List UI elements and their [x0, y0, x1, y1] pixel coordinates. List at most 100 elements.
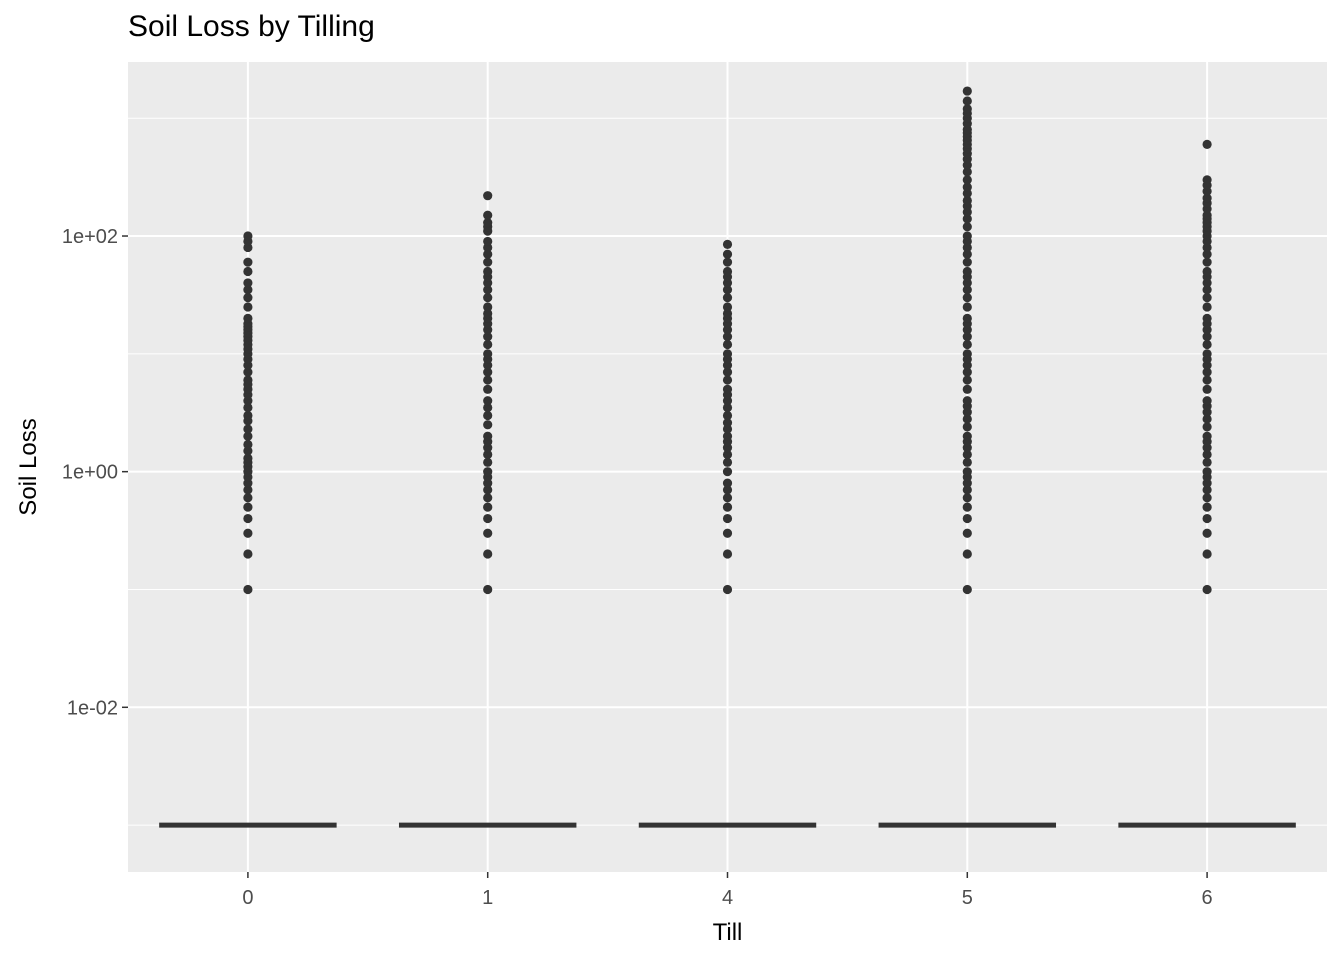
outlier-point: [722, 384, 733, 394]
y-tick-label: 1e-02: [67, 697, 118, 719]
outlier-point: [243, 493, 253, 503]
outlier-point: [722, 302, 733, 312]
outlier-point: [483, 396, 493, 406]
outlier-point: [962, 502, 972, 512]
outlier-point: [962, 414, 972, 424]
outlier-point: [243, 257, 253, 267]
outlier-point: [1202, 193, 1212, 203]
outlier-point: [722, 528, 733, 538]
outlier-point: [722, 584, 733, 595]
outlier-point: [483, 249, 493, 259]
outlier-point: [722, 332, 733, 342]
outlier-point: [243, 453, 253, 463]
outlier-point: [962, 485, 972, 495]
outlier-point: [483, 236, 493, 247]
outlier-point: [962, 493, 972, 503]
outlier-point: [243, 513, 253, 524]
y-axis: 1e-02 1e+00 1e+02: [62, 226, 128, 719]
outlier-point: [483, 457, 493, 467]
outlier-point: [483, 485, 493, 495]
outlier-point: [1202, 584, 1212, 595]
outlier-point: [722, 513, 733, 524]
outlier-point: [962, 167, 972, 177]
outlier-point: [1202, 449, 1212, 460]
outlier-point: [483, 431, 493, 441]
outlier-point: [483, 402, 493, 413]
outlier-point: [962, 367, 972, 377]
y-axis-title: Soil Loss: [15, 418, 42, 515]
outlier-point: [722, 249, 733, 259]
outlier-point: [483, 410, 493, 421]
outlier-point: [962, 249, 972, 259]
outlier-point: [1202, 313, 1212, 323]
outlier-point: [1202, 513, 1212, 524]
outlier-point: [722, 375, 733, 385]
outlier-point: [962, 549, 972, 559]
outlier-point: [1202, 210, 1212, 220]
outlier-point: [483, 549, 493, 559]
outlier-point: [962, 339, 972, 350]
chart-title: Soil Loss by Tilling: [128, 10, 375, 43]
outlier-point: [1202, 396, 1212, 406]
outlier-point: [1202, 175, 1212, 185]
outlier-point: [962, 222, 972, 232]
outlier-point: [722, 239, 733, 249]
outlier-point: [243, 293, 253, 303]
outlier-point: [483, 293, 493, 303]
outlier-point: [483, 302, 493, 312]
outlier-point: [483, 513, 493, 524]
outlier-point: [962, 396, 972, 406]
outlier-point: [483, 308, 493, 319]
outlier-point: [962, 195, 972, 206]
outlier-point: [962, 422, 972, 432]
outlier-point: [962, 349, 972, 359]
outlier-point: [722, 257, 733, 267]
outlier-point: [243, 439, 253, 450]
outlier-point: [722, 293, 733, 303]
outlier-point: [243, 302, 253, 312]
outlier-point: [1202, 332, 1212, 342]
outlier-point: [483, 349, 493, 359]
outlier-point: [962, 457, 972, 467]
outlier-point: [1202, 139, 1212, 149]
outlier-point: [722, 467, 733, 477]
outlier-point: [1202, 349, 1212, 359]
y-tick-label: 1e+02: [62, 226, 118, 248]
outlier-point: [722, 285, 733, 295]
outlier-point: [483, 493, 493, 503]
outlier-point: [1202, 293, 1212, 303]
outlier-point: [243, 313, 253, 323]
outlier-point: [1202, 457, 1212, 467]
outlier-point: [722, 431, 733, 441]
outlier-point: [1202, 266, 1212, 277]
outlier-point: [483, 367, 493, 377]
outlier-point: [962, 384, 972, 394]
outlier-point: [1202, 257, 1212, 267]
outlier-point: [722, 449, 733, 460]
outlier-point: [1202, 467, 1212, 477]
outlier-point: [1202, 528, 1212, 538]
outlier-point: [1202, 249, 1212, 259]
outlier-point: [722, 493, 733, 503]
outlier-point: [483, 467, 493, 477]
x-axis-title: Till: [713, 919, 743, 946]
outlier-point: [1202, 485, 1212, 495]
outlier-point: [722, 457, 733, 467]
outlier-point: [243, 528, 253, 538]
outlier-point: [243, 285, 253, 295]
outlier-point: [962, 431, 972, 441]
outlier-points: [243, 86, 1212, 595]
outlier-point: [1202, 339, 1212, 350]
outlier-point: [962, 86, 972, 96]
outlier-point: [962, 449, 972, 460]
outlier-point: [1202, 549, 1212, 559]
outlier-point: [483, 210, 493, 220]
outlier-point: [483, 528, 493, 538]
outlier-point: [962, 257, 972, 267]
outlier-point: [483, 218, 493, 228]
outlier-point: [243, 375, 253, 385]
outlier-point: [962, 302, 972, 312]
x-tick-label: 1: [482, 887, 493, 909]
outlier-point: [483, 257, 493, 267]
outlier-point: [1202, 502, 1212, 512]
